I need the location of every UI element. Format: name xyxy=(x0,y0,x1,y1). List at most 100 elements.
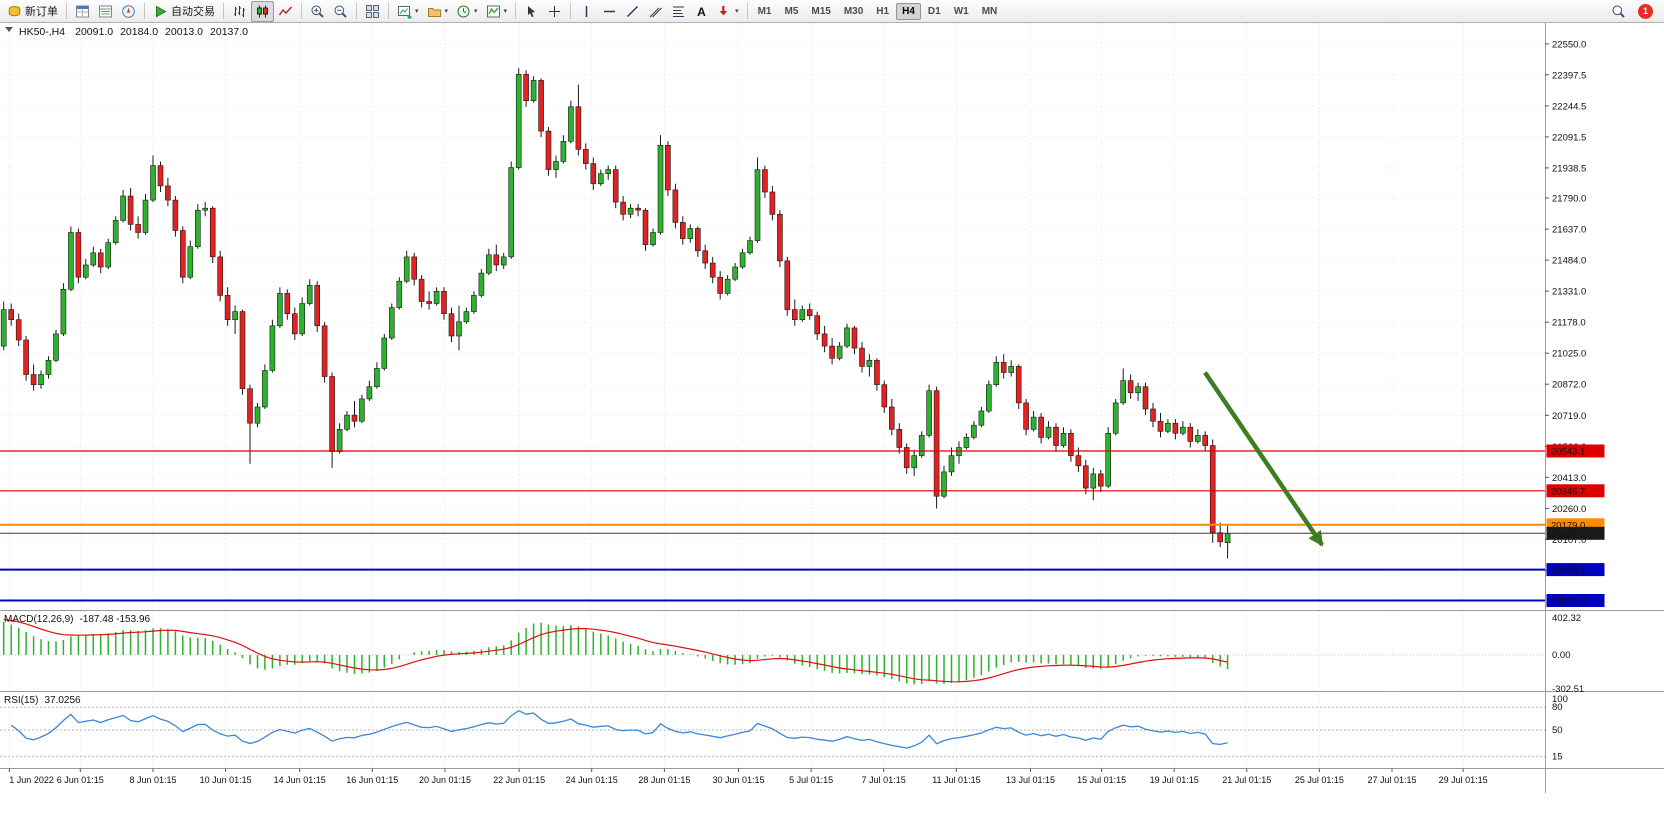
rsi-label: RSI(15) 37.0256 xyxy=(4,695,81,706)
arrow-objects-icon xyxy=(717,4,732,19)
toolbar-button-crosshair[interactable] xyxy=(543,1,566,22)
toolbar-button-new-chart[interactable]: ▾ xyxy=(393,1,423,22)
toolbar-button-data-window[interactable] xyxy=(94,1,117,22)
candlesticks xyxy=(0,68,1231,559)
time-axis-label: 7 Jul 01:15 xyxy=(862,775,906,785)
chart-canvas[interactable]: 22550.0 22397.5 22244.5 22091.5 21938.5 21790… xyxy=(0,23,1664,839)
toolbar-button-tile-windows[interactable] xyxy=(361,1,384,22)
cycles-icon xyxy=(456,4,471,19)
toolbar-button-navigator[interactable] xyxy=(117,1,140,22)
toolbar-separator xyxy=(388,3,389,19)
time-axis-label: 27 Jul 01:15 xyxy=(1367,775,1416,785)
timeframe-button-MN[interactable]: MN xyxy=(981,5,998,17)
price-axis[interactable]: 22550.0 22397.5 22244.5 22091.5 21938.5 21790… xyxy=(1545,39,1605,607)
toolbar-button-fibonacci-retracement[interactable] xyxy=(667,1,690,22)
time-axis-label: 24 Jun 01:15 xyxy=(566,775,618,785)
toolbar-separator xyxy=(301,3,302,19)
dropdown-caret-icon: ▾ xyxy=(503,7,508,15)
dropdown-caret-icon: ▾ xyxy=(474,7,478,15)
chart-line-icon xyxy=(278,4,293,19)
horizontal-line-icon xyxy=(602,4,617,19)
macd-scale-label: 402.32 xyxy=(1552,613,1581,624)
macd-scale-label: -302.51 xyxy=(1552,684,1584,695)
data-window-icon xyxy=(98,4,113,19)
time-axis-label: 11 Jul 01:15 xyxy=(932,775,980,785)
trend-arrow-annotation[interactable] xyxy=(1203,371,1324,547)
toolbar-button-chart-bars[interactable] xyxy=(228,1,251,22)
chart-window: 22550.0 22397.5 22244.5 22091.5 21938.5 21790… xyxy=(0,23,1664,839)
toolbar-button-profiles[interactable]: ▾ xyxy=(423,1,453,22)
time-axis-label: 30 Jun 01:15 xyxy=(712,775,764,785)
timeframe-button-M30[interactable]: M30 xyxy=(843,5,864,17)
one-click-trading-expander-icon[interactable] xyxy=(5,27,13,32)
price-tick-label: 20260.0 xyxy=(1552,504,1586,515)
price-lines xyxy=(0,450,1545,602)
toolbar-button-cycles[interactable]: ▾ xyxy=(452,1,482,22)
toolbar-button-zoom-in[interactable] xyxy=(306,1,329,22)
toolbar-button-text-tool[interactable]: A xyxy=(690,1,713,22)
price-tick-label: 21331.0 xyxy=(1552,287,1586,298)
annotations xyxy=(1203,371,1324,547)
grid xyxy=(0,23,1545,768)
time-axis-label: 8 Jun 01:15 xyxy=(129,775,176,785)
toolbar-separator xyxy=(223,3,224,19)
tile-windows-icon xyxy=(365,4,380,19)
price-badge-19958.1 xyxy=(1546,563,1605,577)
time-axis-label: 25 Jul 01:15 xyxy=(1295,775,1344,785)
price-badge-20346.7 xyxy=(1546,484,1605,498)
toolbar-button-trendline[interactable] xyxy=(621,1,644,22)
price-tick-label: 22091.5 xyxy=(1552,132,1586,143)
autotrading-icon xyxy=(153,4,168,19)
timeframe-button-M15[interactable]: M15 xyxy=(811,5,831,17)
price-badge-label: 20543.1 xyxy=(1551,447,1585,458)
toolbar-button-label: 新订单 xyxy=(25,6,58,18)
toolbar-button-vertical-line[interactable] xyxy=(575,1,598,22)
timeframe-button-D1[interactable]: D1 xyxy=(927,5,941,17)
timeframe-button-M1[interactable]: M1 xyxy=(757,5,772,17)
toolbar-button-chart-line[interactable] xyxy=(274,1,297,22)
chart-candles-icon xyxy=(255,4,270,19)
main-toolbar: 新订单 自动交易 ▾ ▾ ▾ ▾ A ▾ M1 M5 M15 M30 H1 H4 D1 W1 MN 1 xyxy=(0,0,1664,23)
notifications-badge[interactable]: 1 xyxy=(1638,3,1653,19)
timeframe-button-W1[interactable]: W1 xyxy=(953,5,969,17)
toolbar-button-arrow-objects[interactable]: ▾ xyxy=(713,1,743,22)
toolbar-button-zoom-out[interactable] xyxy=(329,1,352,22)
search-button[interactable] xyxy=(1607,1,1630,22)
price-tick-label: 22397.5 xyxy=(1552,70,1586,81)
price-tick-label: 22550.0 xyxy=(1552,39,1586,50)
chart-ohlc-header: HK50-,H4 20091.0 20184.0 20013.0 20137.0 xyxy=(19,26,248,38)
toolbar-button-equidistant-channel[interactable] xyxy=(644,1,667,22)
chart-bars-icon xyxy=(232,4,247,19)
toolbar-button-autotrading[interactable]: 自动交易 xyxy=(149,1,219,22)
timeframe-button-H4[interactable]: H4 xyxy=(896,2,921,20)
toolbar-separator xyxy=(515,3,517,19)
price-badge-20543.1 xyxy=(1546,444,1605,458)
time-axis-label: 15 Jul 01:15 xyxy=(1077,775,1126,785)
dropdown-caret-icon: ▾ xyxy=(444,7,449,15)
toolbar-button-chart-candles[interactable] xyxy=(251,0,274,22)
toolbar-button-new-order[interactable]: 新订单 xyxy=(3,1,62,22)
time-axis-label: 13 Jul 01:15 xyxy=(1006,775,1055,785)
toolbar-button-market-watch[interactable] xyxy=(71,1,94,22)
toolbar-button-cursor[interactable] xyxy=(520,1,543,22)
price-tick-label: 21637.0 xyxy=(1552,225,1586,236)
time-axis[interactable]: 1 Jun 2022 6 Jun 01:15 8 Jun 01:15 10 Jun 0… xyxy=(8,768,1488,786)
price-tick-label: 22244.5 xyxy=(1552,101,1586,112)
macd-scale-label: 0.00 xyxy=(1552,650,1571,661)
axes: 22550.0 22397.5 22244.5 22091.5 21938.5 21790… xyxy=(0,23,1664,793)
timeframe-button-H1[interactable]: H1 xyxy=(876,5,890,17)
macd-label: MACD(12,26,9) -187.48 -153.96 xyxy=(4,614,151,625)
price-badge-label: 19805.9 xyxy=(1551,596,1585,607)
toolbar-button-horizontal-line[interactable] xyxy=(598,1,621,22)
time-axis-label: 10 Jun 01:15 xyxy=(200,775,252,785)
price-badge-19805.9 xyxy=(1546,594,1605,607)
timeframe-button-M5[interactable]: M5 xyxy=(784,5,799,17)
toolbar-button-indicators-list[interactable]: ▾ xyxy=(482,1,512,22)
price-badge-20137.0 xyxy=(1546,526,1605,540)
new-order-icon xyxy=(7,4,22,19)
rsi-scale-label: 80 xyxy=(1552,702,1563,713)
rsi-scale-label: 15 xyxy=(1552,752,1563,763)
price-badge-label: 20179.0 xyxy=(1551,520,1585,531)
pane-labels: HK50-,H4 20091.0 20184.0 20013.0 20137.0 MAC… xyxy=(4,26,248,706)
crosshair-icon xyxy=(547,4,562,19)
